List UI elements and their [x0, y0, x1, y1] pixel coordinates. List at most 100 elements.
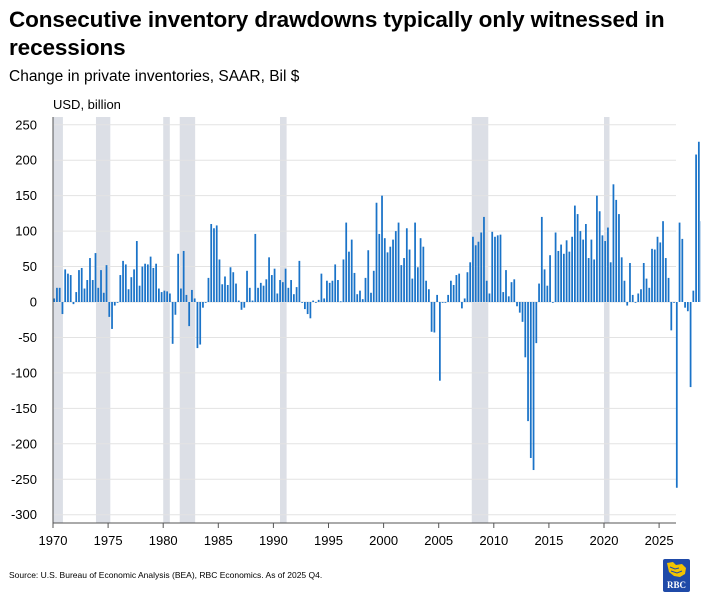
bar	[248, 287, 251, 302]
bar	[527, 302, 529, 422]
bar	[196, 302, 199, 349]
x-tick-label: 1990	[259, 533, 288, 548]
bar	[174, 302, 177, 315]
bar	[642, 263, 645, 302]
bar	[116, 302, 119, 303]
bar	[637, 293, 640, 302]
bar	[466, 272, 469, 302]
bar	[359, 290, 361, 302]
bar	[529, 302, 532, 458]
bar	[662, 221, 664, 302]
recession-band	[95, 117, 111, 523]
bar	[113, 302, 116, 306]
bar	[301, 302, 304, 303]
bar	[317, 299, 320, 302]
bar	[532, 302, 535, 471]
bar	[326, 280, 328, 302]
bar	[152, 267, 155, 302]
bar	[494, 236, 496, 302]
bar	[516, 302, 518, 307]
bar	[425, 280, 427, 302]
bar	[455, 275, 458, 302]
bar	[270, 275, 273, 302]
bar	[243, 302, 246, 308]
bar	[656, 236, 659, 302]
bar	[160, 292, 163, 302]
x-tick-label: 2005	[424, 533, 453, 548]
x-tick-label: 1985	[204, 533, 233, 548]
bar	[149, 256, 152, 302]
bar	[378, 233, 381, 302]
bar	[155, 263, 157, 302]
bar	[565, 240, 568, 302]
bar	[240, 302, 243, 310]
bar	[576, 214, 579, 302]
bar	[623, 280, 626, 302]
bar	[543, 269, 546, 302]
bar	[403, 258, 405, 302]
x-tick-label: 2020	[590, 533, 619, 548]
bar	[692, 290, 695, 302]
bar	[593, 259, 596, 302]
source-note: Source: U.S. Bureau of Economic Analysis…	[9, 570, 323, 580]
bar	[604, 241, 607, 302]
bar	[356, 294, 359, 302]
bar	[207, 277, 210, 302]
bar	[97, 287, 100, 302]
bar	[651, 248, 653, 302]
bar	[551, 302, 554, 303]
bar	[232, 272, 235, 302]
bar	[439, 302, 441, 381]
bar	[458, 273, 461, 302]
bar	[89, 258, 91, 302]
bar	[80, 267, 83, 302]
bar	[246, 270, 248, 302]
bar	[383, 238, 386, 302]
bar	[323, 298, 326, 302]
bar	[229, 267, 232, 302]
bar	[224, 276, 226, 302]
bar	[524, 302, 527, 358]
bar	[678, 222, 681, 302]
bar	[257, 287, 259, 302]
bar	[191, 289, 193, 302]
x-tick-label: 1970	[39, 533, 68, 548]
bar	[612, 184, 615, 302]
bar	[394, 231, 397, 302]
bar	[648, 287, 651, 302]
bar	[414, 222, 416, 302]
bar	[350, 239, 353, 302]
bar	[226, 284, 229, 302]
bar	[295, 287, 298, 302]
bar	[629, 263, 631, 302]
bar	[450, 280, 452, 302]
bar	[199, 302, 202, 345]
rbc-logo-icon: RBC	[663, 559, 690, 592]
x-tick-label: 1975	[94, 533, 123, 548]
bar	[568, 251, 571, 302]
bar	[689, 302, 692, 388]
bar	[477, 241, 480, 302]
bar	[538, 283, 540, 302]
bar	[188, 302, 191, 327]
recession-shading-layer	[53, 117, 610, 523]
bar	[124, 264, 127, 302]
bar	[474, 245, 477, 302]
chart-subtitle: Change in private inventories, SAAR, Bil…	[9, 68, 300, 85]
bar	[292, 294, 295, 302]
bar	[488, 293, 491, 302]
recession-band	[604, 117, 610, 523]
bar	[609, 262, 612, 302]
bar	[130, 277, 133, 302]
bar	[673, 302, 675, 303]
bar	[108, 302, 111, 317]
bar	[411, 278, 414, 302]
bar	[461, 302, 463, 309]
bar	[392, 239, 394, 302]
recession-band	[53, 117, 63, 523]
x-tick-label: 2025	[645, 533, 674, 548]
bar	[513, 279, 516, 302]
bar	[135, 241, 138, 302]
bar	[284, 268, 287, 302]
bar	[265, 279, 268, 302]
